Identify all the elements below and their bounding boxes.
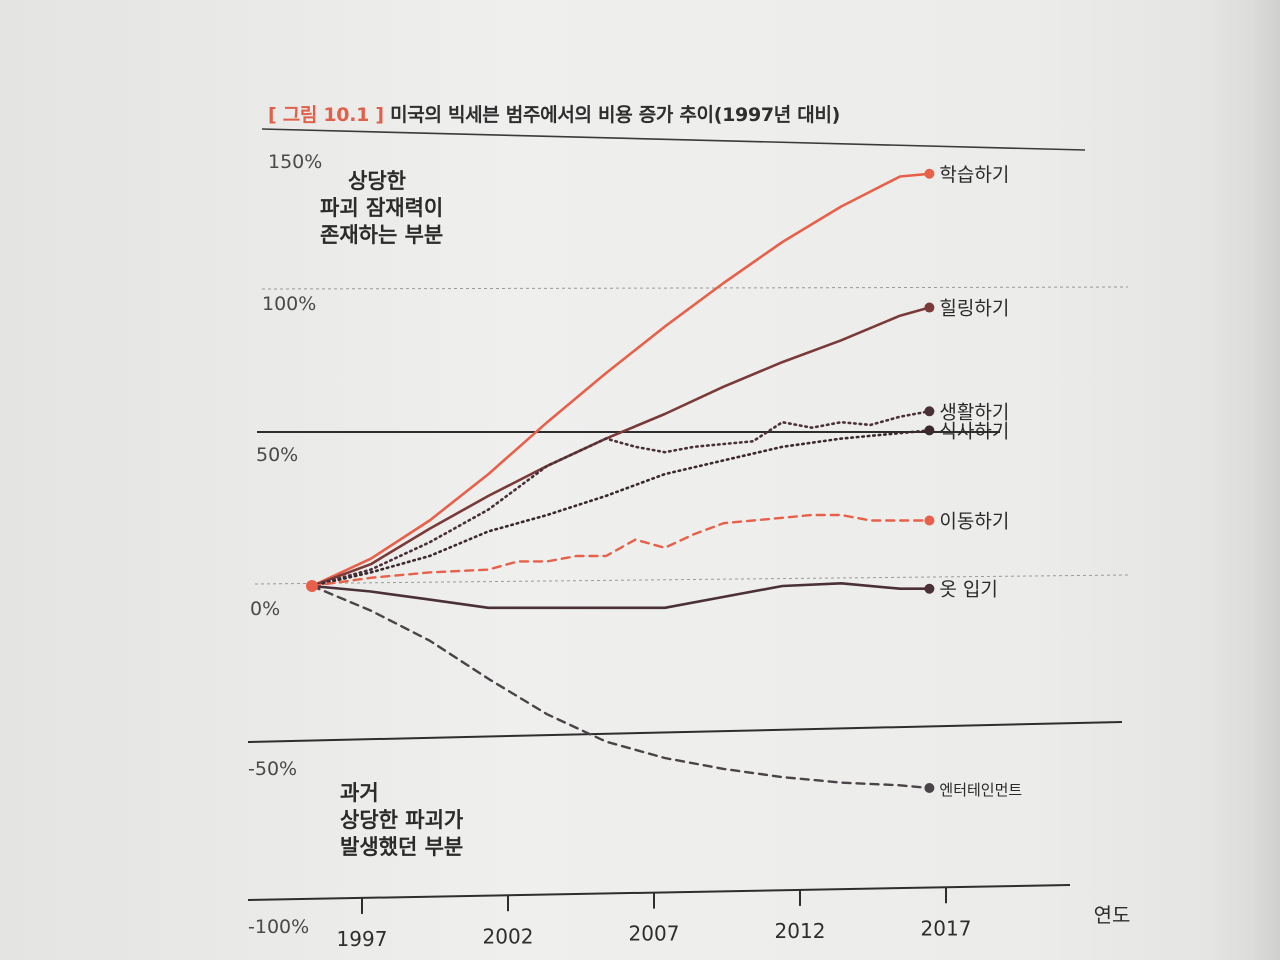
series-line xyxy=(310,409,931,588)
series-end-marker xyxy=(924,515,935,526)
series-label: 옷 입기 xyxy=(939,579,997,601)
annotation-top: 상당한 파괴 잠재력이 존재하는 부분 xyxy=(320,168,443,249)
x-tick-label: 1997 xyxy=(337,927,388,951)
series-label: 학습하기 xyxy=(939,164,1009,186)
annotation-bottom: 과거 상당한 파괴가 발생했던 부분 xyxy=(340,780,463,861)
series-line xyxy=(310,584,931,790)
x-tick-label: 2002 xyxy=(483,924,534,948)
annotation-top-line: 상당한 xyxy=(348,169,406,193)
y-tick-label: -50% xyxy=(248,758,297,780)
origin-marker xyxy=(306,580,318,592)
series-label: 생활하기 xyxy=(939,401,1009,423)
series-end-marker xyxy=(924,425,935,436)
series-end-marker xyxy=(924,302,935,313)
gridline-0 xyxy=(254,574,1129,585)
annotation-top-line: 존재하는 부분 xyxy=(320,223,444,247)
figure-caption: 미국의 빅세븐 범주에서의 비용 증가 추이(1997년 대비) xyxy=(390,104,841,126)
annotation-bottom-line: 발생했던 부분 xyxy=(340,835,464,859)
title-rule xyxy=(261,128,1086,151)
series-end-marker xyxy=(924,583,935,594)
series-label: 힐링하기 xyxy=(939,298,1009,320)
x-axis-label: 연도 xyxy=(1094,903,1131,927)
y-tick-label: -100% xyxy=(248,916,309,938)
series-line xyxy=(310,172,931,588)
annotation-bottom-line: 과거 xyxy=(340,781,379,805)
series-end-marker xyxy=(924,406,935,417)
series-label: 엔터테인먼트 xyxy=(939,781,1022,799)
threshold-line-minus50 xyxy=(247,721,1123,743)
gridline-100 xyxy=(261,286,1129,290)
series-line xyxy=(310,429,931,588)
x-tick-label: 2017 xyxy=(921,916,972,940)
figure-title: [ 그림 10.1 ] 미국의 빅세븐 범주에서의 비용 증가 추이(1997년… xyxy=(268,100,840,127)
series-line xyxy=(310,513,931,588)
series-end-marker xyxy=(924,783,935,794)
series-label: 식사하기 xyxy=(939,420,1009,442)
x-tick-label: 2012 xyxy=(775,919,826,943)
page-edge-shadow xyxy=(1210,0,1280,960)
y-tick-label: 150% xyxy=(268,151,322,173)
y-tick-label: 0% xyxy=(250,598,280,620)
annotation-bottom-line: 상당한 파괴가 xyxy=(340,808,464,832)
figure-number: [ 그림 10.1 ] xyxy=(268,104,384,126)
x-tick-label: 2007 xyxy=(629,922,680,946)
annotation-top-line: 파괴 잠재력이 xyxy=(320,196,444,220)
series-line xyxy=(310,306,931,588)
y-tick-label: 100% xyxy=(262,293,316,315)
series-label: 이동하기 xyxy=(939,510,1009,532)
series-end-marker xyxy=(924,168,935,179)
series-line xyxy=(310,581,931,610)
y-tick-label: 50% xyxy=(256,444,298,466)
x-axis-line xyxy=(247,884,1071,901)
